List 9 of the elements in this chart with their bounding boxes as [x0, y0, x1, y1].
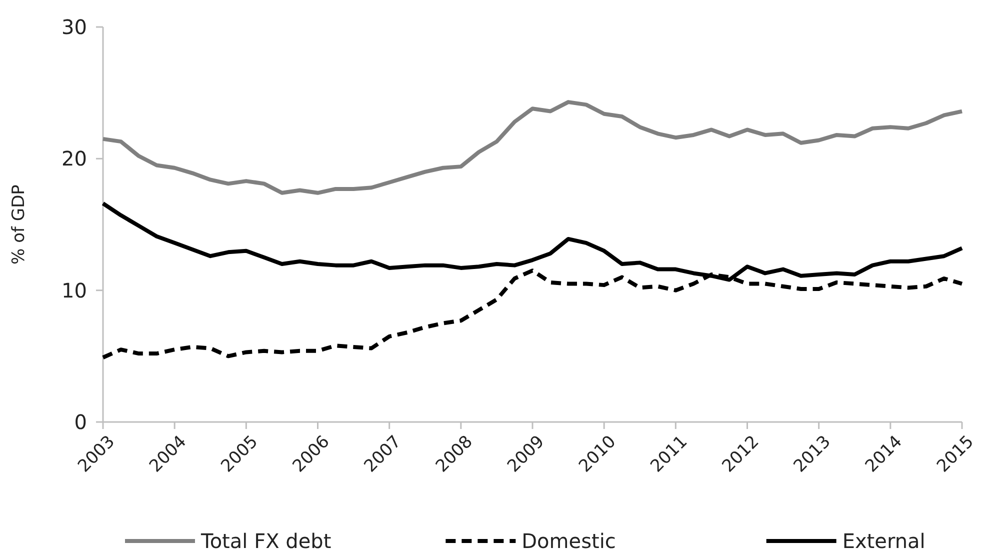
y-tick-label: 20 — [62, 146, 87, 171]
legend-label: Domestic — [522, 529, 616, 553]
y-tick-label: 0 — [74, 410, 87, 434]
legend-label: External — [842, 529, 926, 553]
y-tick-label: 30 — [62, 15, 87, 39]
line-series — [101, 100, 964, 195]
y-axis-title: % of GDP — [9, 184, 29, 264]
legend-label: Total FX debt — [200, 529, 332, 553]
y-tick-label: 10 — [62, 278, 87, 302]
